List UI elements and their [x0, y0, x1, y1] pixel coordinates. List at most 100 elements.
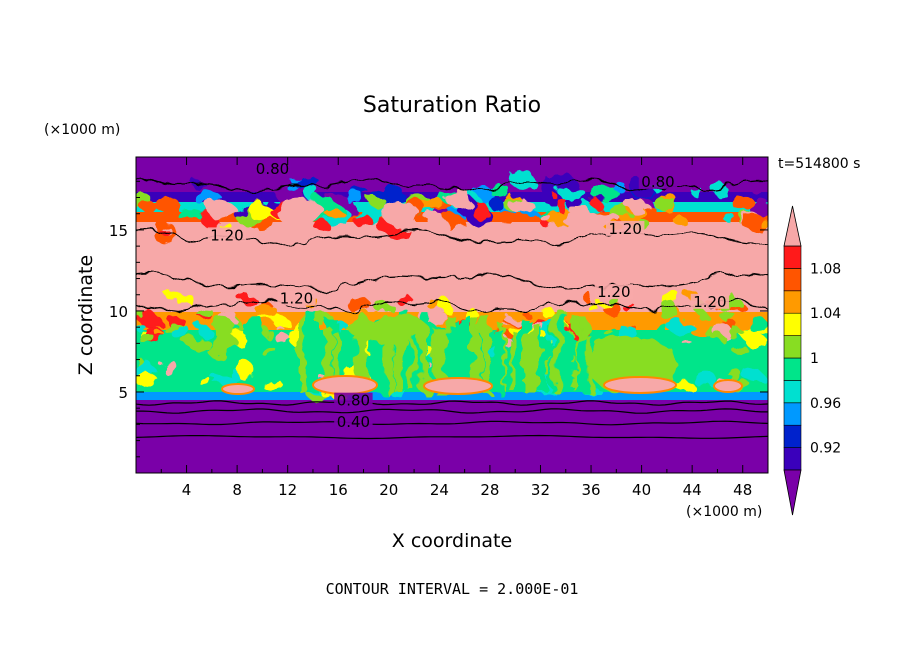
plume	[535, 325, 541, 392]
mid-warm-blob	[175, 302, 192, 310]
lower-contour-line-0	[136, 400, 768, 406]
lower-contour-line-1	[136, 408, 768, 414]
x-tick-label: 40	[632, 481, 651, 499]
pink-cell	[444, 190, 472, 206]
upper-blob	[612, 183, 627, 191]
colorbar-over-arrow	[783, 205, 802, 247]
y-axis-label: Z coordinate	[75, 255, 97, 375]
upper-warm-blob	[673, 217, 688, 225]
pink-cell	[382, 202, 418, 226]
upper-warm-blob	[324, 206, 343, 218]
green-blob	[754, 358, 768, 368]
pink-cell	[560, 210, 620, 226]
plume	[480, 316, 490, 392]
green-blob	[686, 344, 697, 349]
time-label: t=514800 s	[778, 156, 860, 172]
upper-warm-blob	[442, 215, 466, 229]
plume	[530, 322, 538, 392]
plume	[373, 339, 384, 392]
green-blob	[276, 334, 292, 346]
x-tick-label: 4	[182, 481, 192, 499]
contour-label-bg	[253, 161, 292, 176]
upper-warm-blob	[317, 221, 332, 236]
green-blob	[211, 316, 234, 338]
contour-label-bg	[207, 227, 247, 243]
green-blob	[137, 331, 154, 342]
green-blob	[177, 363, 193, 372]
y-axis-unit-label: (×1000 m)	[44, 122, 120, 138]
mid-warm-blob	[663, 290, 682, 309]
plume	[552, 313, 564, 392]
upper-warm-blob	[544, 222, 568, 233]
green-blob	[727, 327, 739, 333]
y-tick-label: 15	[109, 222, 128, 240]
mid-warm-blob	[263, 329, 274, 339]
upper-blob	[176, 208, 204, 220]
colorbar-bin	[783, 402, 802, 426]
plume	[471, 318, 480, 392]
contour-label: 0.80	[641, 173, 674, 191]
colorbar-tick-label: 1.08	[810, 261, 841, 277]
plume	[495, 331, 506, 392]
mid-warm-blob	[138, 310, 159, 327]
upper-warm-blob	[154, 196, 180, 214]
upper-warm-blob	[553, 197, 567, 211]
x-tick-label: 32	[531, 481, 550, 499]
plume	[440, 328, 445, 392]
upper-warm-blob	[370, 197, 388, 210]
green-blob	[692, 369, 716, 388]
upper-blob	[490, 199, 505, 213]
colorbar-tick-label: 1.04	[810, 306, 841, 322]
contour-label: 1.20	[280, 290, 313, 308]
colorbar-tick-label: 1	[810, 351, 819, 367]
colorbar-tick-label: 0.92	[810, 441, 841, 457]
contour-label: 0.80	[337, 392, 370, 410]
mid-warm-blob	[502, 313, 518, 321]
green-blob	[171, 324, 191, 341]
plume	[321, 328, 332, 392]
plume	[433, 327, 439, 392]
colorbar: 0.92 0.96 1 1.04 1.08	[783, 205, 841, 516]
upper-blob	[568, 198, 585, 214]
green-blob	[696, 357, 718, 371]
mid-warm-blob	[600, 299, 620, 314]
colorbar-tick-label: 0.96	[810, 396, 841, 412]
y-tick-label: 10	[109, 303, 128, 321]
contour-label-bg	[277, 290, 316, 306]
mid-warm-blob	[254, 302, 276, 317]
plume	[577, 339, 587, 392]
plume	[356, 323, 368, 392]
contour-label-bg	[594, 284, 633, 300]
x-tick-label: 12	[278, 481, 297, 499]
green-blob	[212, 333, 238, 354]
x-tick-label: 44	[683, 481, 702, 499]
mid-warm-blob	[272, 314, 289, 328]
colorbar-bin	[783, 268, 802, 292]
contour-label: 1.20	[210, 226, 243, 244]
contour-label: 0.40	[337, 413, 370, 431]
x-tick-label: 20	[379, 481, 398, 499]
plume	[522, 335, 532, 392]
contour-label-bg	[606, 220, 645, 236]
x-tick-label: 16	[329, 481, 348, 499]
upper-blob	[751, 200, 768, 218]
lower-contour-line-2	[136, 420, 768, 426]
green-blob	[159, 358, 176, 373]
colorbar-bin	[783, 357, 802, 381]
plume	[549, 327, 554, 392]
plume	[369, 315, 377, 392]
x-axis-unit-label: (×1000 m)	[686, 504, 762, 520]
green-blob	[212, 354, 239, 376]
plume	[455, 323, 463, 392]
upper-warm-blob	[425, 214, 448, 233]
contour-interval-note: CONTOUR INTERVAL = 2.000E-01	[326, 580, 579, 598]
plume	[299, 333, 311, 392]
upper-warm-blob	[498, 213, 521, 224]
green-blob	[668, 319, 693, 336]
plume	[383, 321, 394, 392]
upper-blob	[749, 180, 766, 194]
contour-label-bg	[690, 293, 730, 309]
upper-warm-blob	[624, 197, 646, 211]
upper-blob	[559, 186, 586, 202]
